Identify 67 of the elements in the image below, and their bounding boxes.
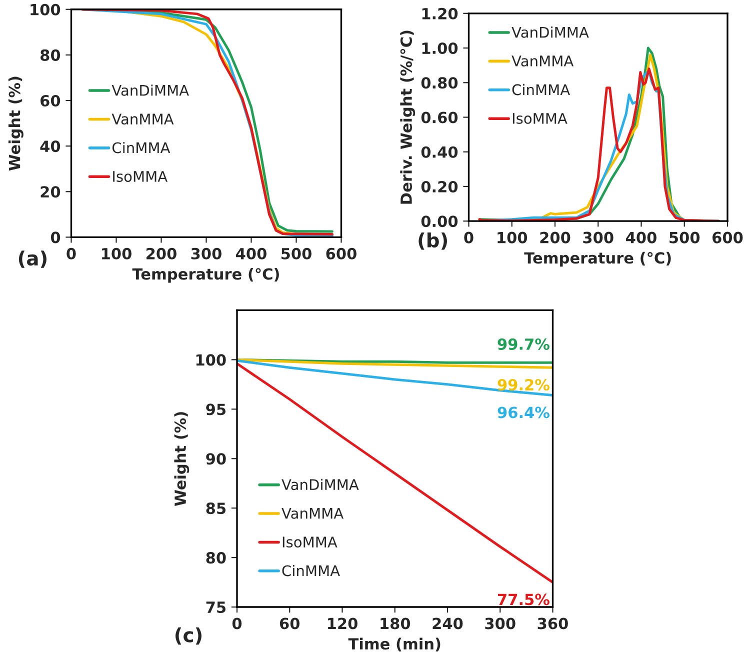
y-axis-title: Deriv. Weight (%/°C)	[400, 30, 416, 204]
y-tick-label: 75	[206, 602, 226, 614]
data-label: 77.5%	[498, 594, 550, 606]
text: (b)	[418, 232, 448, 250]
y-tick-label: 20	[40, 186, 60, 198]
legend-label: VanDiMMA	[512, 26, 589, 38]
x-tick-label: 360	[538, 618, 568, 630]
y-tick-label: 0.20	[421, 180, 458, 193]
line-series	[237, 358, 553, 369]
legend-label: CinMMA	[282, 564, 340, 576]
data-label: 99.7%	[498, 338, 550, 350]
x-tick-label: 100	[498, 232, 528, 244]
legend-label: VanMMA	[512, 56, 574, 67]
y-tick-label: 0.80	[421, 77, 458, 89]
x-tick-label: 500	[670, 232, 700, 244]
data-label: 99.2%	[498, 378, 550, 391]
y-tick-label: 100	[30, 4, 60, 16]
x-tick-label: 0	[464, 232, 474, 244]
legend-label: IsoMMA	[512, 113, 568, 124]
x-tick-label: 200	[146, 248, 176, 260]
legend-label: VanMMA	[282, 508, 344, 519]
x-tick-label: 300	[583, 232, 614, 244]
y-tick-label: 95	[206, 404, 226, 416]
legend-label: VanMMA	[112, 114, 174, 125]
x-tick-label: 600	[712, 232, 743, 244]
x-tick-label: 60	[280, 618, 300, 630]
x-tick-label: 120	[328, 618, 358, 630]
legend-label: VanDiMMA	[282, 478, 359, 490]
x-tick-label: 300	[485, 618, 516, 630]
y-tick-label: 0.00	[421, 216, 458, 228]
line-series	[237, 359, 553, 397]
x-tick-label: 200	[540, 232, 570, 244]
x-tick-label: 0	[66, 248, 76, 260]
x-tick-label: 180	[380, 618, 410, 630]
legend-label: IsoMMA	[113, 171, 168, 182]
x-tick-label: 240	[432, 618, 463, 630]
x-tick-label: 300	[191, 248, 222, 260]
y-tick-label: 90	[206, 453, 226, 465]
x-tick-label: 400	[626, 232, 656, 244]
x-axis-title: Temperature (°C)	[132, 268, 279, 283]
x-tick-label: 0	[232, 618, 242, 630]
y-tick-label: 0.40	[421, 146, 458, 158]
y-tick-label: 0.60	[421, 112, 458, 124]
text: (c)	[176, 627, 202, 645]
legend-label: VanDiMMA	[112, 84, 189, 96]
text: (a)	[18, 250, 46, 268]
y-tick-label: 40	[40, 140, 60, 152]
x-tick-label: 100	[102, 248, 132, 260]
y-tick-label: 1.20	[422, 8, 458, 20]
y-tick-label: 80	[206, 552, 226, 564]
x-tick-label: 500	[281, 248, 312, 260]
y-axis-title: Weight (%)	[8, 76, 24, 171]
y-tick-label: 1.00	[422, 42, 458, 54]
y-tick-label: 60	[40, 94, 60, 107]
legend-label: CinMMA	[112, 142, 170, 154]
y-tick-label: 100	[196, 354, 226, 366]
x-tick-label: 600	[326, 248, 356, 260]
y-axis-title: Weight (%)	[174, 412, 190, 506]
x-axis-title: Temperature (°C)	[524, 252, 671, 267]
y-tick-label: 85	[206, 502, 226, 514]
x-axis-title: Time (min)	[348, 638, 440, 652]
data-label: 96.4%	[498, 406, 550, 418]
x-tick-label: 400	[236, 248, 266, 260]
y-tick-label: 80	[40, 49, 60, 61]
line-series	[237, 362, 553, 584]
legend-label: CinMMA	[512, 84, 570, 96]
legend-label: IsoMMA	[282, 536, 338, 548]
